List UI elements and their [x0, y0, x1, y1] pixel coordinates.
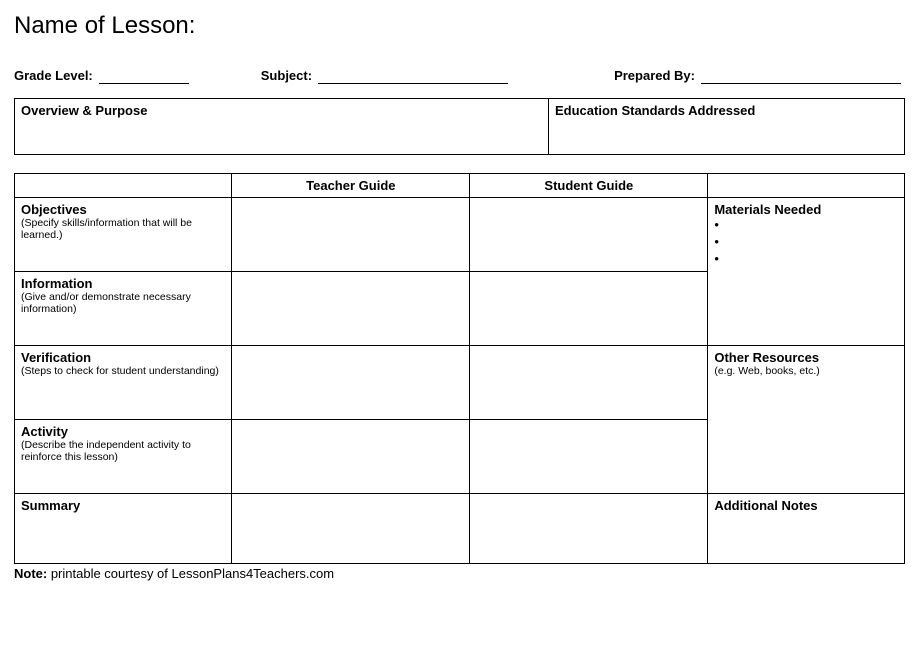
materials-bullet: • [714, 251, 898, 268]
information-name: Information [21, 276, 225, 291]
plan-table: Teacher Guide Student Guide Objectives (… [14, 173, 905, 564]
prepared-label: Prepared By: [614, 68, 695, 84]
verification-student-cell[interactable] [470, 346, 708, 420]
subject-label: Subject: [261, 68, 312, 84]
prepared-field: Prepared By: [614, 68, 901, 84]
notes-cell[interactable]: Additional Notes [708, 494, 905, 564]
standards-cell[interactable]: Education Standards Addressed [549, 99, 905, 155]
overview-table: Overview & Purpose Education Standards A… [14, 98, 905, 155]
verification-name: Verification [21, 350, 225, 365]
verification-label-cell: Verification (Steps to check for student… [15, 346, 232, 420]
objectives-name: Objectives [21, 202, 225, 217]
objectives-sub: (Specify skills/information that will be… [21, 217, 225, 241]
notes-title: Additional Notes [714, 498, 898, 513]
header-teacher: Teacher Guide [232, 174, 470, 198]
grade-field: Grade Level: [14, 68, 189, 84]
materials-title: Materials Needed [714, 202, 898, 217]
summary-student-cell[interactable] [470, 494, 708, 564]
activity-student-cell[interactable] [470, 420, 708, 494]
header-empty [15, 174, 232, 198]
activity-teacher-cell[interactable] [232, 420, 470, 494]
summary-name: Summary [21, 498, 225, 513]
materials-bullet: • [714, 217, 898, 234]
footer-note: Note: printable courtesy of LessonPlans4… [14, 566, 905, 581]
footer-text: printable courtesy of LessonPlans4Teache… [47, 566, 334, 581]
materials-cell[interactable]: Materials Needed • • • [708, 198, 905, 346]
verification-teacher-cell[interactable] [232, 346, 470, 420]
overview-cell[interactable]: Overview & Purpose [15, 99, 549, 155]
resources-cell[interactable]: Other Resources (e.g. Web, books, etc.) [708, 346, 905, 494]
information-label-cell: Information (Give and/or demonstrate nec… [15, 272, 232, 346]
objectives-student-cell[interactable] [470, 198, 708, 272]
activity-sub: (Describe the independent activity to re… [21, 439, 225, 463]
information-sub: (Give and/or demonstrate necessary infor… [21, 291, 225, 315]
objectives-teacher-cell[interactable] [232, 198, 470, 272]
materials-bullet: • [714, 234, 898, 251]
activity-label-cell: Activity (Describe the independent activ… [15, 420, 232, 494]
standards-title: Education Standards Addressed [555, 103, 755, 118]
header-student: Student Guide [470, 174, 708, 198]
subject-field: Subject: [261, 68, 508, 84]
footer-bold: Note: [14, 566, 47, 581]
subject-input-line[interactable] [318, 68, 508, 84]
summary-label-cell: Summary [15, 494, 232, 564]
summary-teacher-cell[interactable] [232, 494, 470, 564]
header-right-empty [708, 174, 905, 198]
resources-sub: (e.g. Web, books, etc.) [714, 365, 898, 377]
verification-sub: (Steps to check for student understandin… [21, 365, 225, 377]
overview-title: Overview & Purpose [21, 103, 147, 118]
grade-input-line[interactable] [99, 68, 189, 84]
resources-title: Other Resources [714, 350, 898, 365]
grade-label: Grade Level: [14, 68, 93, 84]
objectives-label-cell: Objectives (Specify skills/information t… [15, 198, 232, 272]
lesson-title: Name of Lesson: [14, 12, 905, 40]
header-fields: Grade Level: Subject: Prepared By: [14, 68, 905, 84]
activity-name: Activity [21, 424, 225, 439]
prepared-input-line[interactable] [701, 68, 901, 84]
information-student-cell[interactable] [470, 272, 708, 346]
information-teacher-cell[interactable] [232, 272, 470, 346]
